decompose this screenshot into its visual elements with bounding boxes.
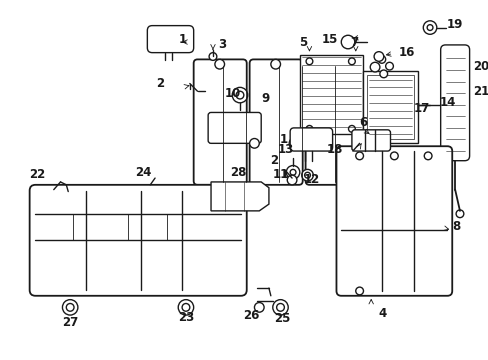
Circle shape [182,303,189,311]
Circle shape [305,126,312,132]
FancyBboxPatch shape [147,26,193,53]
Text: 9: 9 [261,93,269,105]
Text: 28: 28 [229,166,246,179]
Bar [366,75,413,139]
Polygon shape [211,182,268,211]
FancyBboxPatch shape [208,112,261,143]
Circle shape [385,62,392,70]
Text: 15: 15 [322,33,338,46]
Circle shape [270,59,280,69]
Text: 8: 8 [451,220,460,233]
Circle shape [348,58,355,65]
Circle shape [305,58,312,65]
Text: 25: 25 [274,312,290,325]
Circle shape [424,152,431,160]
Text: 17: 17 [413,102,429,115]
Text: 7: 7 [349,36,357,49]
Circle shape [254,302,264,312]
FancyBboxPatch shape [249,59,302,185]
Circle shape [276,303,284,311]
Circle shape [249,139,259,148]
Circle shape [291,140,297,146]
Circle shape [423,21,436,34]
Text: 11: 11 [272,168,288,181]
Text: 4: 4 [378,307,386,320]
Text: 23: 23 [178,311,194,324]
Circle shape [285,166,299,179]
Text: 27: 27 [62,316,78,329]
Circle shape [214,59,224,69]
Text: 2: 2 [270,154,278,167]
Circle shape [379,70,387,78]
Circle shape [178,300,193,315]
Circle shape [373,52,383,61]
Text: 24: 24 [135,166,151,179]
Text: 6: 6 [359,116,367,129]
Text: 22: 22 [29,168,45,181]
FancyBboxPatch shape [289,128,332,151]
Text: 14: 14 [439,96,455,109]
Circle shape [236,91,244,99]
Text: 13: 13 [278,143,294,156]
Bar [362,71,418,143]
Bar [299,55,362,134]
Circle shape [209,53,216,60]
Circle shape [341,35,354,49]
Text: 19: 19 [446,18,462,31]
Circle shape [326,59,336,69]
Circle shape [455,210,463,218]
Text: 26: 26 [243,309,259,321]
Circle shape [289,170,295,175]
Text: 20: 20 [472,60,488,73]
Circle shape [66,303,74,311]
Text: 18: 18 [326,143,343,156]
Text: 1: 1 [280,133,287,146]
Circle shape [355,152,363,160]
Circle shape [348,126,355,132]
Text: 16: 16 [397,46,414,59]
Text: 3: 3 [217,39,225,51]
Circle shape [301,170,313,181]
FancyBboxPatch shape [305,59,358,185]
Circle shape [369,62,379,72]
FancyBboxPatch shape [193,59,246,185]
Circle shape [390,152,397,160]
FancyBboxPatch shape [336,146,451,296]
Text: 2: 2 [156,77,164,90]
Circle shape [355,287,363,295]
Circle shape [304,172,310,178]
FancyBboxPatch shape [30,185,246,296]
Circle shape [62,300,78,315]
Text: 10: 10 [224,87,240,100]
Text: 1: 1 [179,33,186,46]
FancyBboxPatch shape [351,130,390,151]
Circle shape [232,87,247,103]
Circle shape [427,24,432,31]
Circle shape [288,138,300,149]
Circle shape [272,300,287,315]
Circle shape [377,55,385,63]
Text: 21: 21 [472,85,488,98]
Circle shape [286,175,296,185]
Text: 5: 5 [299,36,307,49]
FancyBboxPatch shape [440,45,468,161]
Text: 12: 12 [303,172,319,185]
